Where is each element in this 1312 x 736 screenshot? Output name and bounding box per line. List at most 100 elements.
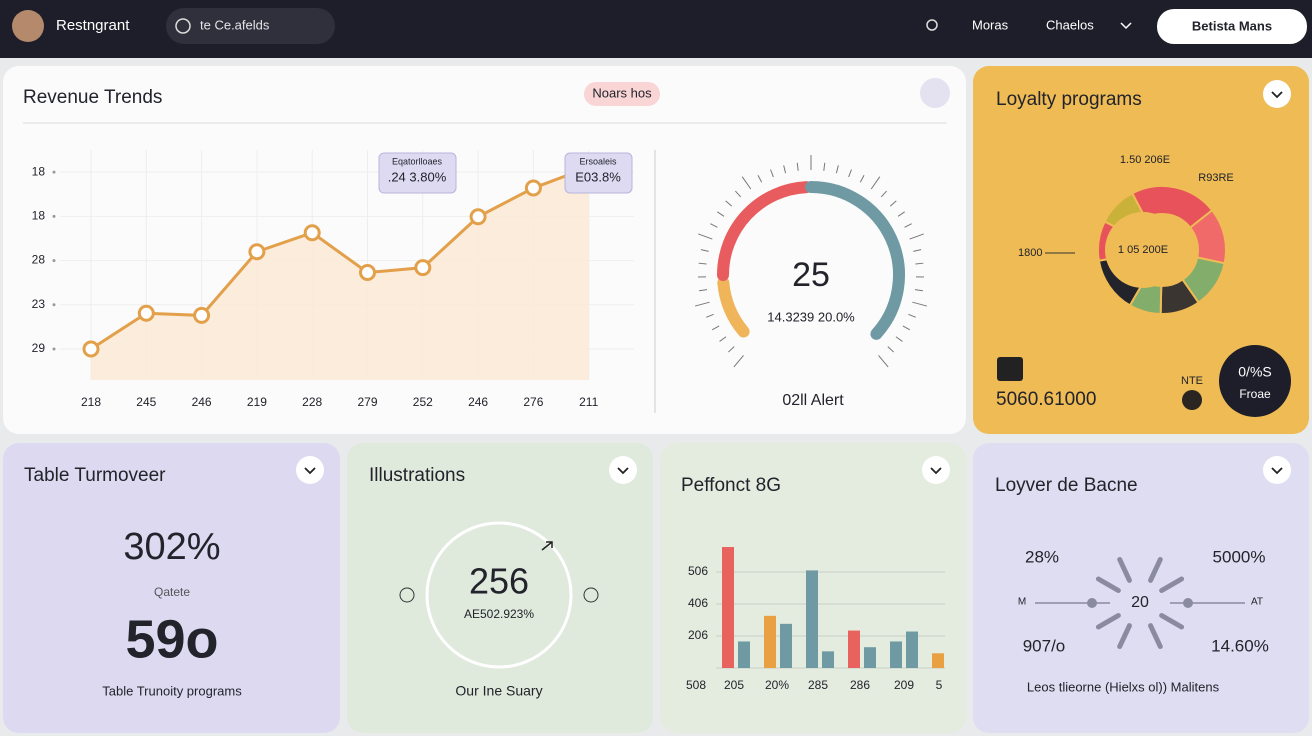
x-tick-label: 246 [192, 395, 212, 409]
chevron-button[interactable] [296, 456, 324, 484]
kpi-label: Qatete [154, 585, 190, 599]
gauge-tick [717, 211, 725, 217]
annotation-text: .24 3.80% [388, 169, 447, 184]
corner-value: 28% [1025, 547, 1059, 566]
header-button-label[interactable]: Betista Mans [1192, 18, 1272, 33]
header-button[interactable] [1157, 9, 1307, 44]
badge [584, 82, 660, 106]
chevron-button[interactable] [1263, 456, 1291, 484]
gauge-tick [796, 162, 799, 171]
gauge-tick [694, 301, 710, 307]
y-tick-label: 18 [32, 209, 46, 223]
card-title: Illustrations [369, 465, 465, 486]
chevron-button[interactable] [1263, 80, 1291, 108]
tick-mark [52, 214, 56, 218]
x-tick-label: 252 [413, 395, 433, 409]
x-tick-label: 286 [850, 678, 870, 692]
card-title: Loyver de Bacne [995, 475, 1138, 496]
chevron-button[interactable] [609, 456, 637, 484]
gauge-tick [878, 355, 889, 368]
card-footer: Table Trunoity programs [102, 683, 242, 698]
bar [848, 630, 860, 668]
card-title: Peffonct 8G [681, 475, 781, 496]
gauge-value: 25 [792, 256, 830, 294]
donut-label: R93RE [1198, 172, 1233, 184]
bar-chart: 506 406 206 508 205 20% 285 286 209 5 [686, 547, 945, 692]
donut-label: 1800 [1018, 247, 1042, 259]
annotation-text: E03.8% [575, 169, 621, 184]
gauge-tick [757, 174, 763, 183]
amount: 5060.61000 [996, 389, 1096, 410]
nav-chevron[interactable] [1120, 22, 1132, 30]
ring-value: 256 [469, 561, 529, 602]
point [193, 306, 211, 324]
bar [932, 653, 944, 668]
donut-hole [1105, 212, 1181, 288]
badge-text: 0/%S [1238, 364, 1271, 380]
x-tick-label: 20% [765, 678, 789, 692]
badge-text: Froae [1239, 387, 1271, 401]
y-tick-label: 18 [32, 164, 46, 178]
tick-mark [52, 303, 56, 307]
annotation-box [564, 152, 633, 194]
ring [425, 521, 573, 669]
gauge-tick [880, 190, 887, 198]
dial-spoke [1117, 623, 1132, 650]
nav-link[interactable]: Moras [972, 17, 1009, 32]
y-tick-label: 29 [32, 341, 46, 355]
point [414, 259, 432, 277]
bar [806, 570, 818, 668]
gauge-tick [706, 313, 714, 318]
search-button[interactable] [926, 19, 938, 31]
icon [997, 357, 1023, 381]
gauge-tick [823, 162, 826, 171]
chevron [1271, 467, 1283, 475]
gauge-tick [914, 289, 923, 292]
nav-dot[interactable] [399, 587, 415, 603]
y-tick-label: 206 [688, 628, 708, 642]
bar [890, 641, 902, 668]
donut-segment [1128, 279, 1163, 316]
x-tick-label: 245 [136, 395, 156, 409]
x-tick-label: 211 [579, 395, 598, 409]
corner-value: 5000% [1213, 547, 1266, 566]
bar [780, 623, 792, 668]
dial-spoke [1148, 556, 1163, 583]
bar [822, 651, 834, 668]
gauge-tick [698, 262, 707, 265]
line [90, 165, 590, 351]
icon-button[interactable] [920, 78, 950, 108]
badge-circle[interactable] [1219, 345, 1291, 417]
gauge-tick [909, 233, 924, 240]
gauge-tick [859, 174, 865, 183]
kpi-value: 302% [123, 526, 220, 568]
corner-value: 907/o [1023, 636, 1066, 655]
chevron-button[interactable] [922, 456, 950, 484]
dial-spoke [1159, 576, 1185, 593]
point [469, 208, 487, 226]
gauge-arc [805, 181, 905, 340]
gauge-arc [717, 276, 750, 338]
gauge-tick [889, 200, 897, 207]
gauge-tick [733, 355, 744, 368]
dial-value: 20 [1131, 594, 1149, 611]
nav-link[interactable]: Chaelos [1046, 17, 1094, 32]
donut-center: 1 05 200E [1118, 244, 1168, 256]
card-title: Revenue Trends [23, 87, 162, 108]
gauge-tick [848, 169, 852, 178]
dial-spoke [1159, 613, 1185, 630]
gauge-tick [912, 301, 928, 307]
dial-spoke [1148, 623, 1163, 650]
x-tick-label: 5 [936, 678, 943, 692]
gauge-tick [913, 249, 922, 252]
card-title: Table Turmoveer [24, 465, 166, 486]
gauge-tick [770, 169, 774, 178]
annotation-box [378, 152, 457, 194]
x-tick-label: 219 [247, 395, 267, 409]
avatar[interactable] [12, 10, 44, 42]
search-box[interactable] [166, 8, 335, 44]
tick-mark [52, 259, 56, 263]
dial-spoke [1095, 613, 1121, 630]
illustrations-card [347, 443, 653, 733]
nav-dot[interactable] [583, 587, 599, 603]
